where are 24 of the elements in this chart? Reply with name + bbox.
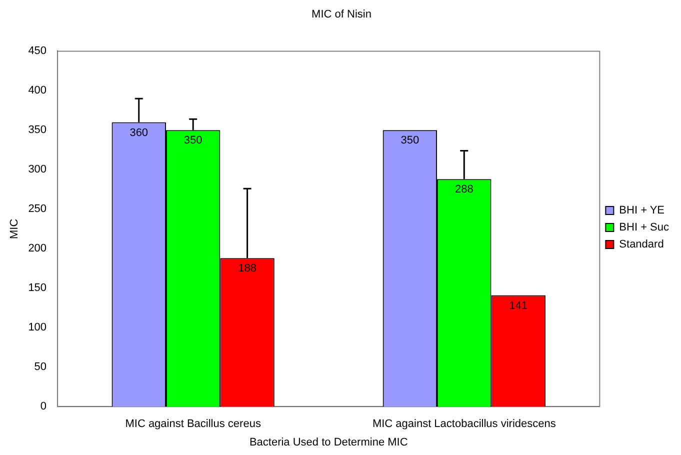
- data-label: 141: [509, 300, 528, 312]
- y-tick-label: 400: [28, 84, 47, 97]
- x-tick-label: MIC against Lactobacillus viridescens: [372, 418, 556, 430]
- y-tick-label: 300: [28, 164, 47, 176]
- y-tick-label: 250: [28, 203, 47, 216]
- legend-label: BHI + Suc: [619, 222, 670, 234]
- legend-label: Standard: [619, 238, 664, 251]
- y-tick-label: 150: [28, 282, 47, 294]
- legend-label: BHI + YE: [619, 204, 665, 217]
- y-tick-label: 450: [28, 45, 47, 58]
- y-tick-label: 50: [34, 361, 47, 374]
- y-tick-label: 0: [40, 400, 47, 413]
- x-axis-title: Bacteria Used to Determine MIC: [249, 436, 408, 448]
- data-label: 350: [400, 134, 420, 147]
- y-tick-label: 100: [28, 322, 47, 334]
- data-label: 288: [454, 184, 474, 196]
- data-label: 350: [184, 134, 202, 147]
- data-label: 360: [130, 126, 148, 139]
- x-tick-label: MIC against Bacillus cereus: [125, 418, 262, 430]
- chart-title: MIC of Nisin: [312, 8, 372, 21]
- data-label: 188: [238, 262, 256, 275]
- y-tick-label: 350: [28, 124, 47, 136]
- y-axis-title: MIC: [8, 218, 21, 239]
- y-tick-label: 200: [28, 242, 47, 255]
